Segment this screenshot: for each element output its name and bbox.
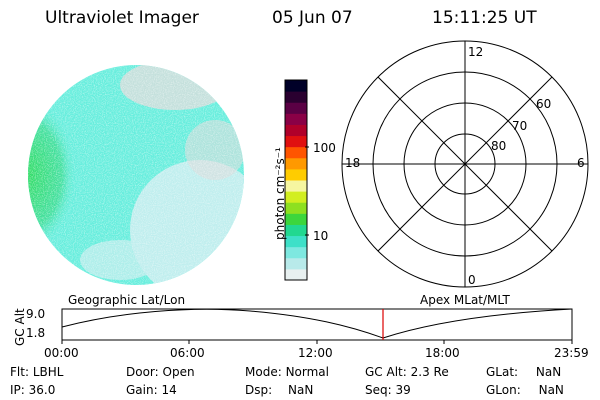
- lat-label-80: 80: [491, 139, 507, 153]
- colorbar-segment: [285, 124, 307, 137]
- status-flt-label: Flt:: [10, 365, 29, 379]
- colorbar-frame: [284, 79, 308, 281]
- status-glat-label: GLat:: [486, 365, 519, 379]
- status-flt: Flt: LBHL: [10, 365, 63, 379]
- status-door: Door: Open: [126, 365, 195, 379]
- colorbar-segment: [285, 235, 307, 248]
- observation-time: 15:11:25 UT: [432, 8, 537, 28]
- status-mode-value: Normal: [285, 365, 329, 379]
- status-ip: IP: 36.0: [10, 383, 55, 397]
- instrument-title: Ultraviolet Imager: [45, 8, 199, 28]
- status-mode-label: Mode:: [245, 365, 282, 379]
- ytick-1-8: 1.8: [26, 326, 46, 340]
- status-gain-value: 14: [161, 383, 177, 397]
- xtick-1200: 12:00: [298, 346, 333, 360]
- colorbar-segment: [285, 268, 307, 281]
- observation-date: 05 Jun 07: [272, 8, 353, 28]
- ytick-9: 9.0: [26, 307, 46, 321]
- apex-caption: Apex MLat/MLT: [420, 293, 510, 307]
- mlt-label-6: 6: [577, 156, 585, 170]
- colorbar-segment: [285, 180, 307, 192]
- colorbar-tick-10: 10: [313, 229, 329, 243]
- colorbar-segment: [285, 113, 307, 125]
- status-glat: GLat: NaN: [486, 365, 561, 379]
- colorbar-segment: [285, 213, 307, 225]
- colorbar-segment: [285, 157, 307, 170]
- colorbar-segment: [285, 102, 307, 114]
- geo-caption: Geographic Lat/Lon: [68, 293, 186, 307]
- status-gcalt-label: GC Alt:: [365, 365, 407, 379]
- colorbar-tick-100: 100: [313, 141, 336, 155]
- status-seq-value: 39: [395, 383, 411, 397]
- status-glat-value: NaN: [535, 365, 562, 379]
- xtick-1800: 18:00: [425, 346, 460, 360]
- status-dsp-label: Dsp:: [245, 383, 273, 397]
- orbit-altitude-curve: [61, 308, 573, 339]
- colorbar-segment: [285, 146, 307, 159]
- status-glon-value: NaN: [538, 383, 564, 397]
- mlt-label-0: 0: [468, 273, 476, 287]
- status-seq-label: Seq:: [365, 383, 392, 397]
- earth-disk: [28, 65, 244, 285]
- xtick-2359: 23:59: [554, 346, 589, 360]
- status-seq: Seq: 39: [365, 383, 411, 397]
- xtick-0000: 00:00: [44, 346, 79, 360]
- status-gain: Gain: 14: [126, 383, 177, 397]
- mlt-label-18: 18: [345, 156, 361, 170]
- colorbar-segment: [285, 224, 307, 237]
- timeline-xticks: [61, 340, 573, 344]
- status-glon-label: GLon:: [486, 383, 521, 397]
- status-dsp-value: NaN: [287, 383, 314, 397]
- xtick-0600: 06:00: [170, 346, 205, 360]
- status-gain-label: Gain:: [126, 383, 158, 397]
- status-gcalt: GC Alt: 2.3 Re: [365, 365, 449, 379]
- colorbar-segment: [285, 202, 307, 214]
- status-mode: Mode: Normal: [245, 365, 329, 379]
- status-ip-label: IP:: [10, 383, 25, 397]
- colorbar-segment: [285, 91, 307, 103]
- status-flt-value: LBHL: [32, 365, 64, 379]
- status-dsp: Dsp: NaN: [245, 383, 313, 397]
- status-door-value: Open: [162, 365, 195, 379]
- status-gcalt-value: 2.3 Re: [410, 365, 449, 379]
- status-door-label: Door:: [126, 365, 159, 379]
- colorbar-segment: [285, 257, 307, 270]
- colorbar-segment: [285, 135, 307, 148]
- lat-label-70: 70: [512, 119, 528, 133]
- status-ip-value: 36.0: [28, 383, 56, 397]
- color-scale-ticks: [305, 146, 309, 236]
- colorbar-segment: [285, 191, 307, 203]
- colorbar-segment: [285, 80, 307, 92]
- colorbar-segment: [285, 246, 307, 259]
- color-scale-bar: [284, 79, 308, 281]
- status-glon: GLon: NaN: [486, 383, 564, 397]
- colorbar-segment: [285, 168, 307, 181]
- lat-label-60: 60: [536, 97, 552, 111]
- mlt-label-12: 12: [468, 45, 484, 59]
